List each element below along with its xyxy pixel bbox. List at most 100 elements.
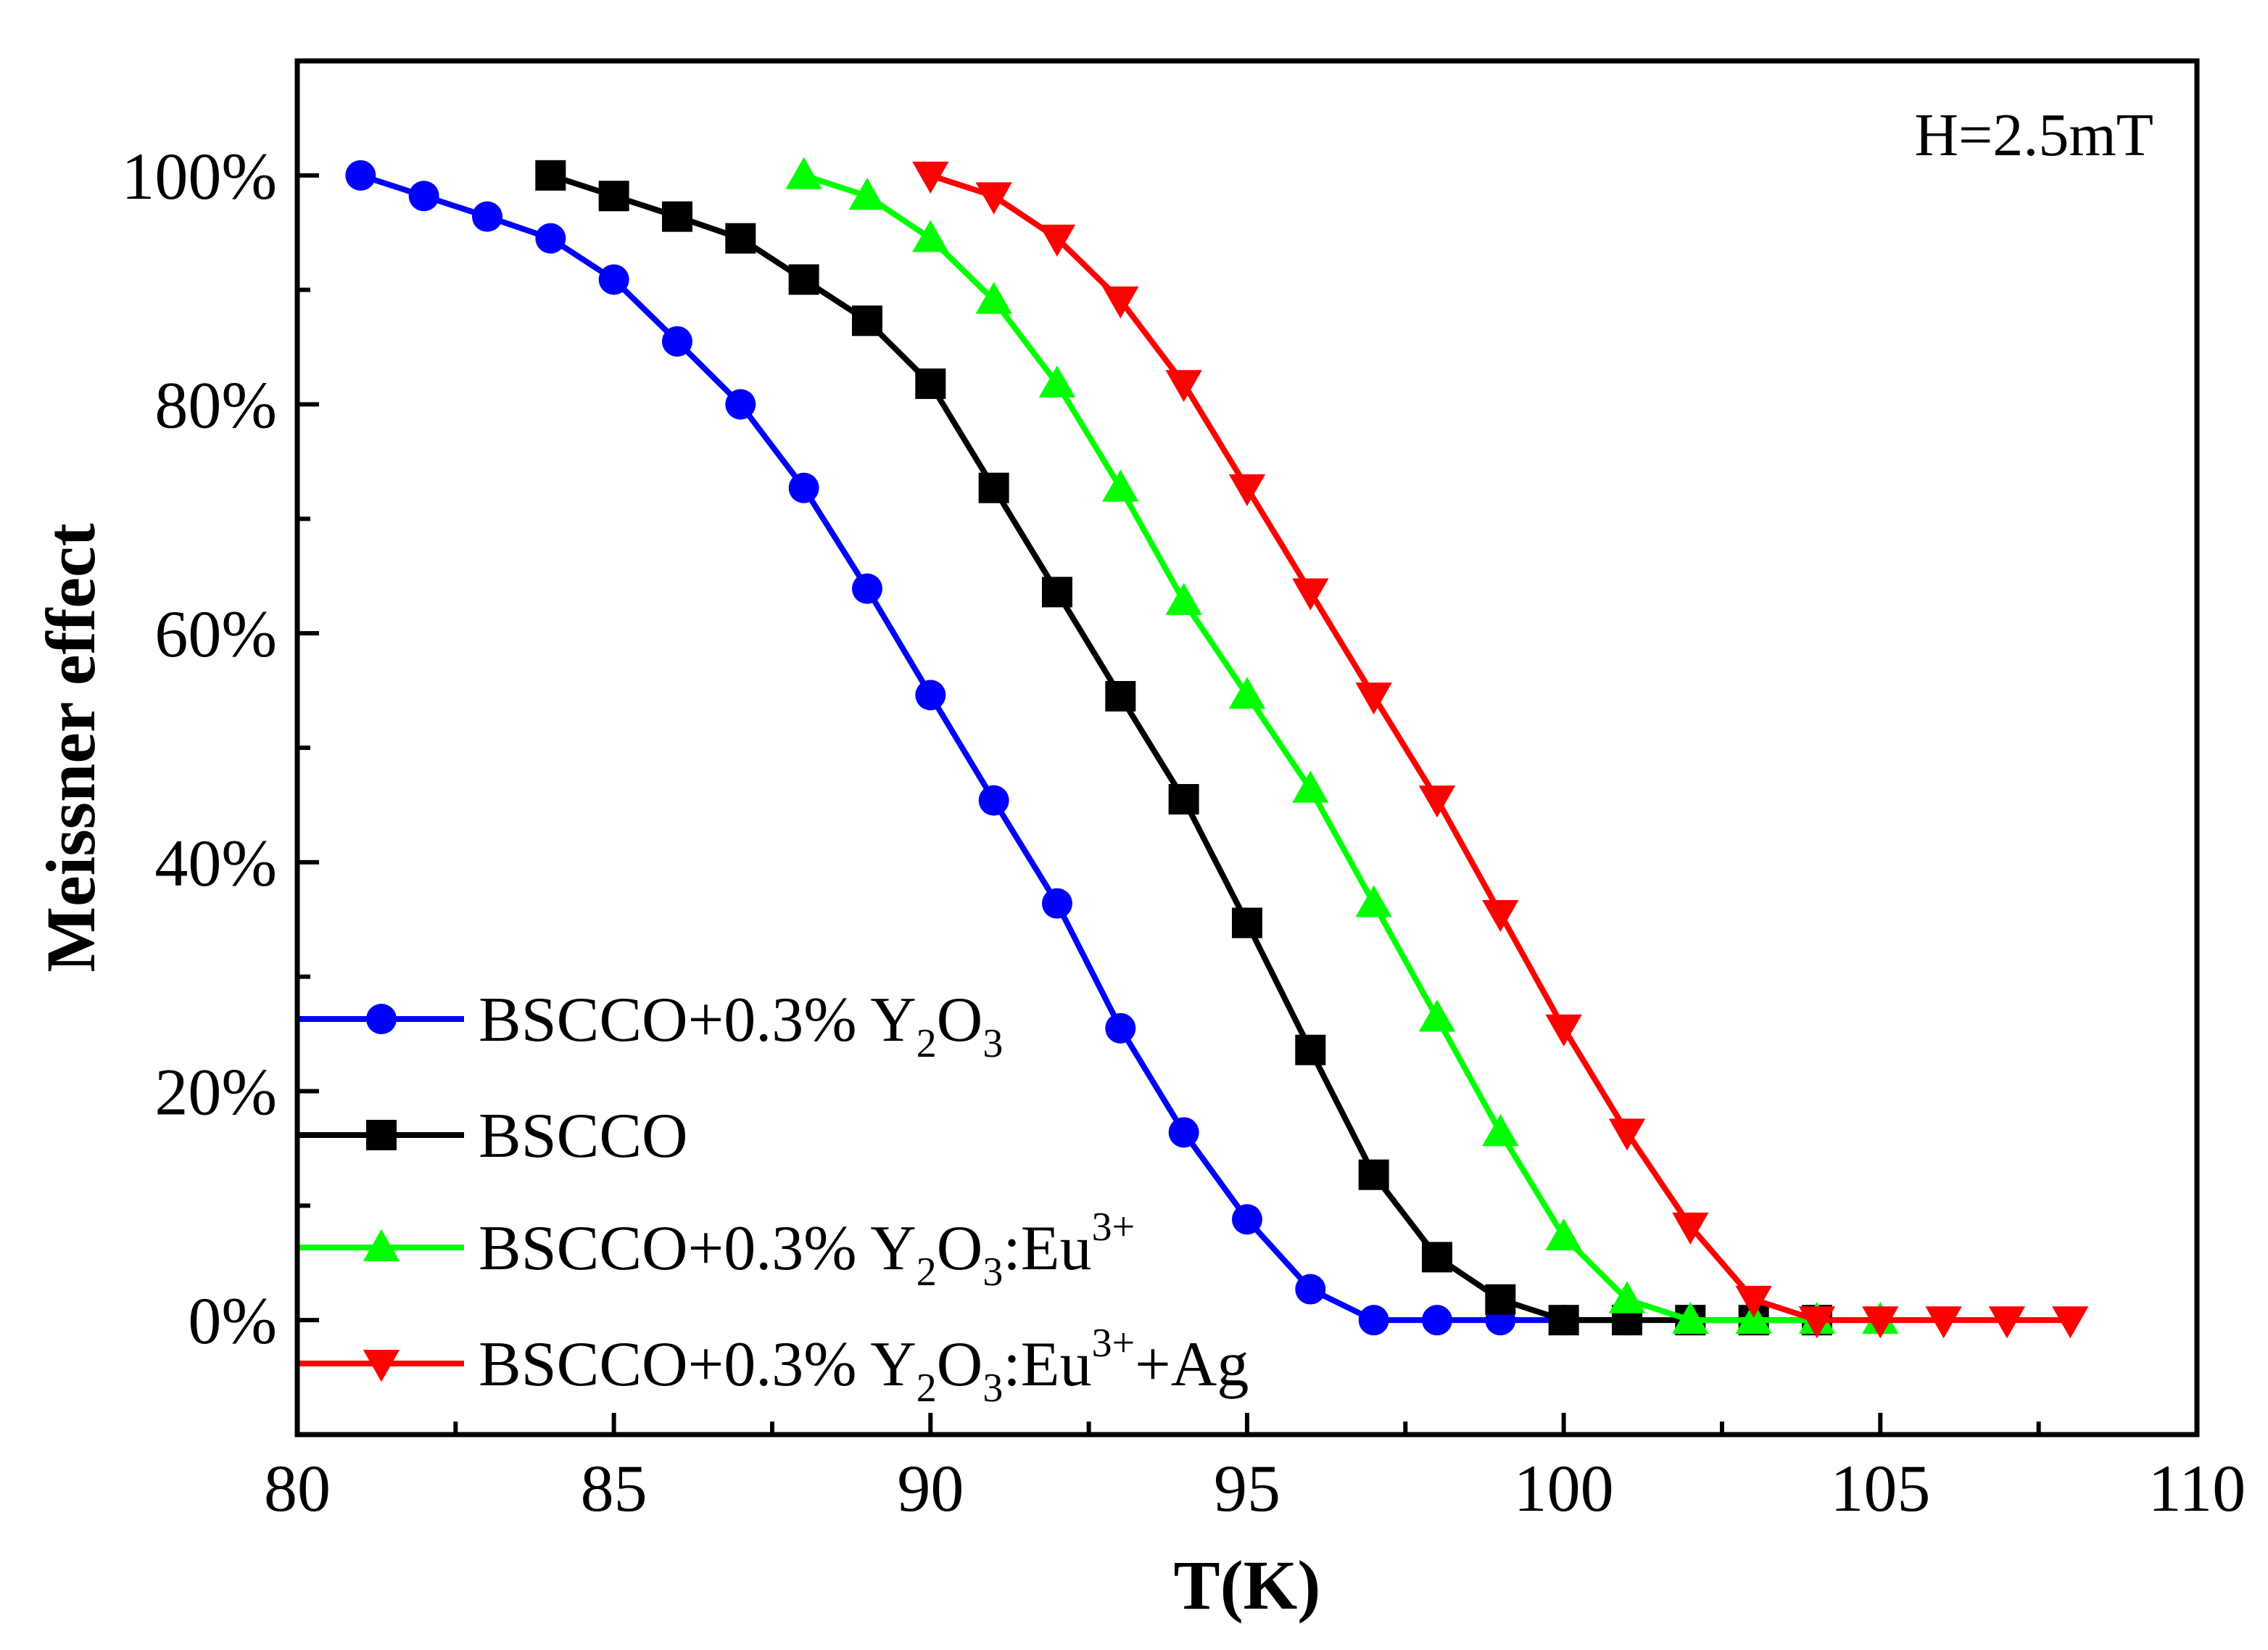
data-point-marker (1358, 1305, 1389, 1336)
data-point-marker (1292, 770, 1329, 803)
x-tick-label: 100 (1514, 1451, 1614, 1525)
data-point-marker (978, 472, 1009, 503)
data-point-marker (1355, 682, 1392, 715)
data-point-marker (725, 223, 756, 254)
legend-entry-0: BSCCO+0.3% Y2O3 (299, 985, 1003, 1066)
data-point-marker (1672, 1301, 1709, 1335)
data-point-marker (1418, 785, 1456, 818)
y-tick-label: 0% (188, 1284, 277, 1358)
data-point-marker (535, 223, 566, 254)
data-point-marker (598, 264, 629, 295)
data-point-marker (1422, 1242, 1452, 1273)
x-tick-label: 85 (581, 1451, 647, 1525)
series-0 (345, 160, 1642, 1336)
data-point-marker (1482, 899, 1519, 933)
y-tick-label: 40% (154, 826, 277, 900)
data-point-marker (345, 160, 376, 191)
data-point-marker (2052, 1306, 2089, 1339)
data-point-marker (1042, 577, 1072, 608)
legend-entry-2: BSCCO+0.3% Y2O3:Eu3+ (299, 1205, 1135, 1295)
data-point-marker (975, 281, 1012, 314)
data-point-marker (788, 472, 819, 503)
data-point-marker (912, 161, 949, 194)
series-layer (345, 157, 2089, 1339)
data-point-marker (472, 201, 502, 232)
data-point-marker (1608, 1118, 1646, 1151)
legend-label: BSCCO+0.3% Y2O3 (479, 985, 1003, 1066)
data-point-marker (1608, 1281, 1646, 1313)
legend-entry-1: BSCCO (299, 1101, 688, 1171)
data-point-marker (978, 785, 1009, 816)
data-point-marker (785, 157, 822, 189)
data-point-marker (1038, 365, 1076, 397)
data-point-marker (1862, 1306, 1899, 1339)
data-point-marker (1232, 1204, 1262, 1235)
legend-label: BSCCO+0.3% Y2O3:Eu3++Ag (479, 1321, 1249, 1411)
y-tick-label: 100% (121, 139, 277, 213)
x-tick-label: 110 (2148, 1451, 2246, 1525)
data-point-marker (1102, 469, 1139, 502)
data-point-marker (915, 680, 946, 711)
data-point-marker (1102, 286, 1139, 319)
data-point-marker (1418, 999, 1456, 1032)
data-point-marker (912, 220, 949, 252)
data-point-marker (1358, 1159, 1389, 1190)
data-point-marker (915, 368, 946, 400)
x-tick-label: 105 (1830, 1451, 1930, 1525)
data-point-marker (725, 389, 756, 420)
data-point-marker (1422, 1305, 1452, 1336)
data-point-marker (598, 181, 629, 212)
legend-entry-3: BSCCO+0.3% Y2O3:Eu3++Ag (299, 1321, 1249, 1411)
legend-label: BSCCO+0.3% Y2O3:Eu3+ (479, 1205, 1135, 1295)
data-point-marker (1165, 370, 1202, 403)
data-point-marker (662, 201, 692, 232)
data-point-marker (1672, 1212, 1709, 1245)
x-axis-title: T(K) (1174, 1546, 1321, 1624)
data-point-marker (1292, 578, 1329, 611)
series-3 (912, 161, 2089, 1339)
data-point-marker (1105, 680, 1136, 711)
data-point-marker (363, 1350, 400, 1382)
data-point-marker (1798, 1306, 1836, 1339)
x-tick-label: 90 (897, 1451, 964, 1525)
data-point-marker (1548, 1305, 1579, 1336)
data-point-marker (1295, 1274, 1326, 1305)
data-point-marker (1545, 1014, 1582, 1047)
data-point-marker (1482, 1114, 1519, 1147)
data-point-marker (363, 1229, 400, 1261)
data-point-marker (408, 181, 439, 212)
data-point-marker (1228, 474, 1266, 506)
data-point-marker (1038, 224, 1076, 257)
legend: BSCCO+0.3% Y2O3 BSCCO BSCCO+0.3% Y2O3:Eu3+… (299, 985, 1249, 1411)
data-point-marker (1105, 1012, 1136, 1044)
field-annotation: H=2.5mT (1914, 102, 2153, 169)
series-line (803, 173, 1881, 1324)
data-point-marker (662, 326, 692, 357)
data-point-marker (1168, 1117, 1199, 1148)
data-point-marker (1295, 1034, 1326, 1065)
data-point-marker (788, 264, 819, 295)
x-tick-label: 80 (264, 1451, 331, 1525)
y-tick-label: 20% (154, 1055, 277, 1129)
data-point-marker (852, 573, 882, 604)
y-axis-title: Meissner effect (32, 523, 109, 972)
data-point-marker (1228, 677, 1266, 709)
legend-label: BSCCO (479, 1101, 688, 1171)
data-point-marker (1485, 1284, 1516, 1315)
data-point-marker (1232, 907, 1262, 939)
data-point-marker (848, 178, 886, 210)
data-point-marker (1168, 784, 1199, 815)
data-point-marker (366, 1120, 397, 1150)
y-tick-label: 80% (154, 368, 277, 442)
data-point-marker (1735, 1285, 1772, 1318)
data-point-marker (852, 305, 882, 337)
y-tick-label: 60% (154, 597, 277, 671)
data-point-marker (366, 1004, 397, 1034)
data-point-marker (1355, 885, 1392, 917)
data-point-marker (535, 160, 566, 191)
data-point-marker (1165, 582, 1202, 615)
data-point-marker (1988, 1306, 2026, 1339)
series-2 (785, 157, 1899, 1335)
